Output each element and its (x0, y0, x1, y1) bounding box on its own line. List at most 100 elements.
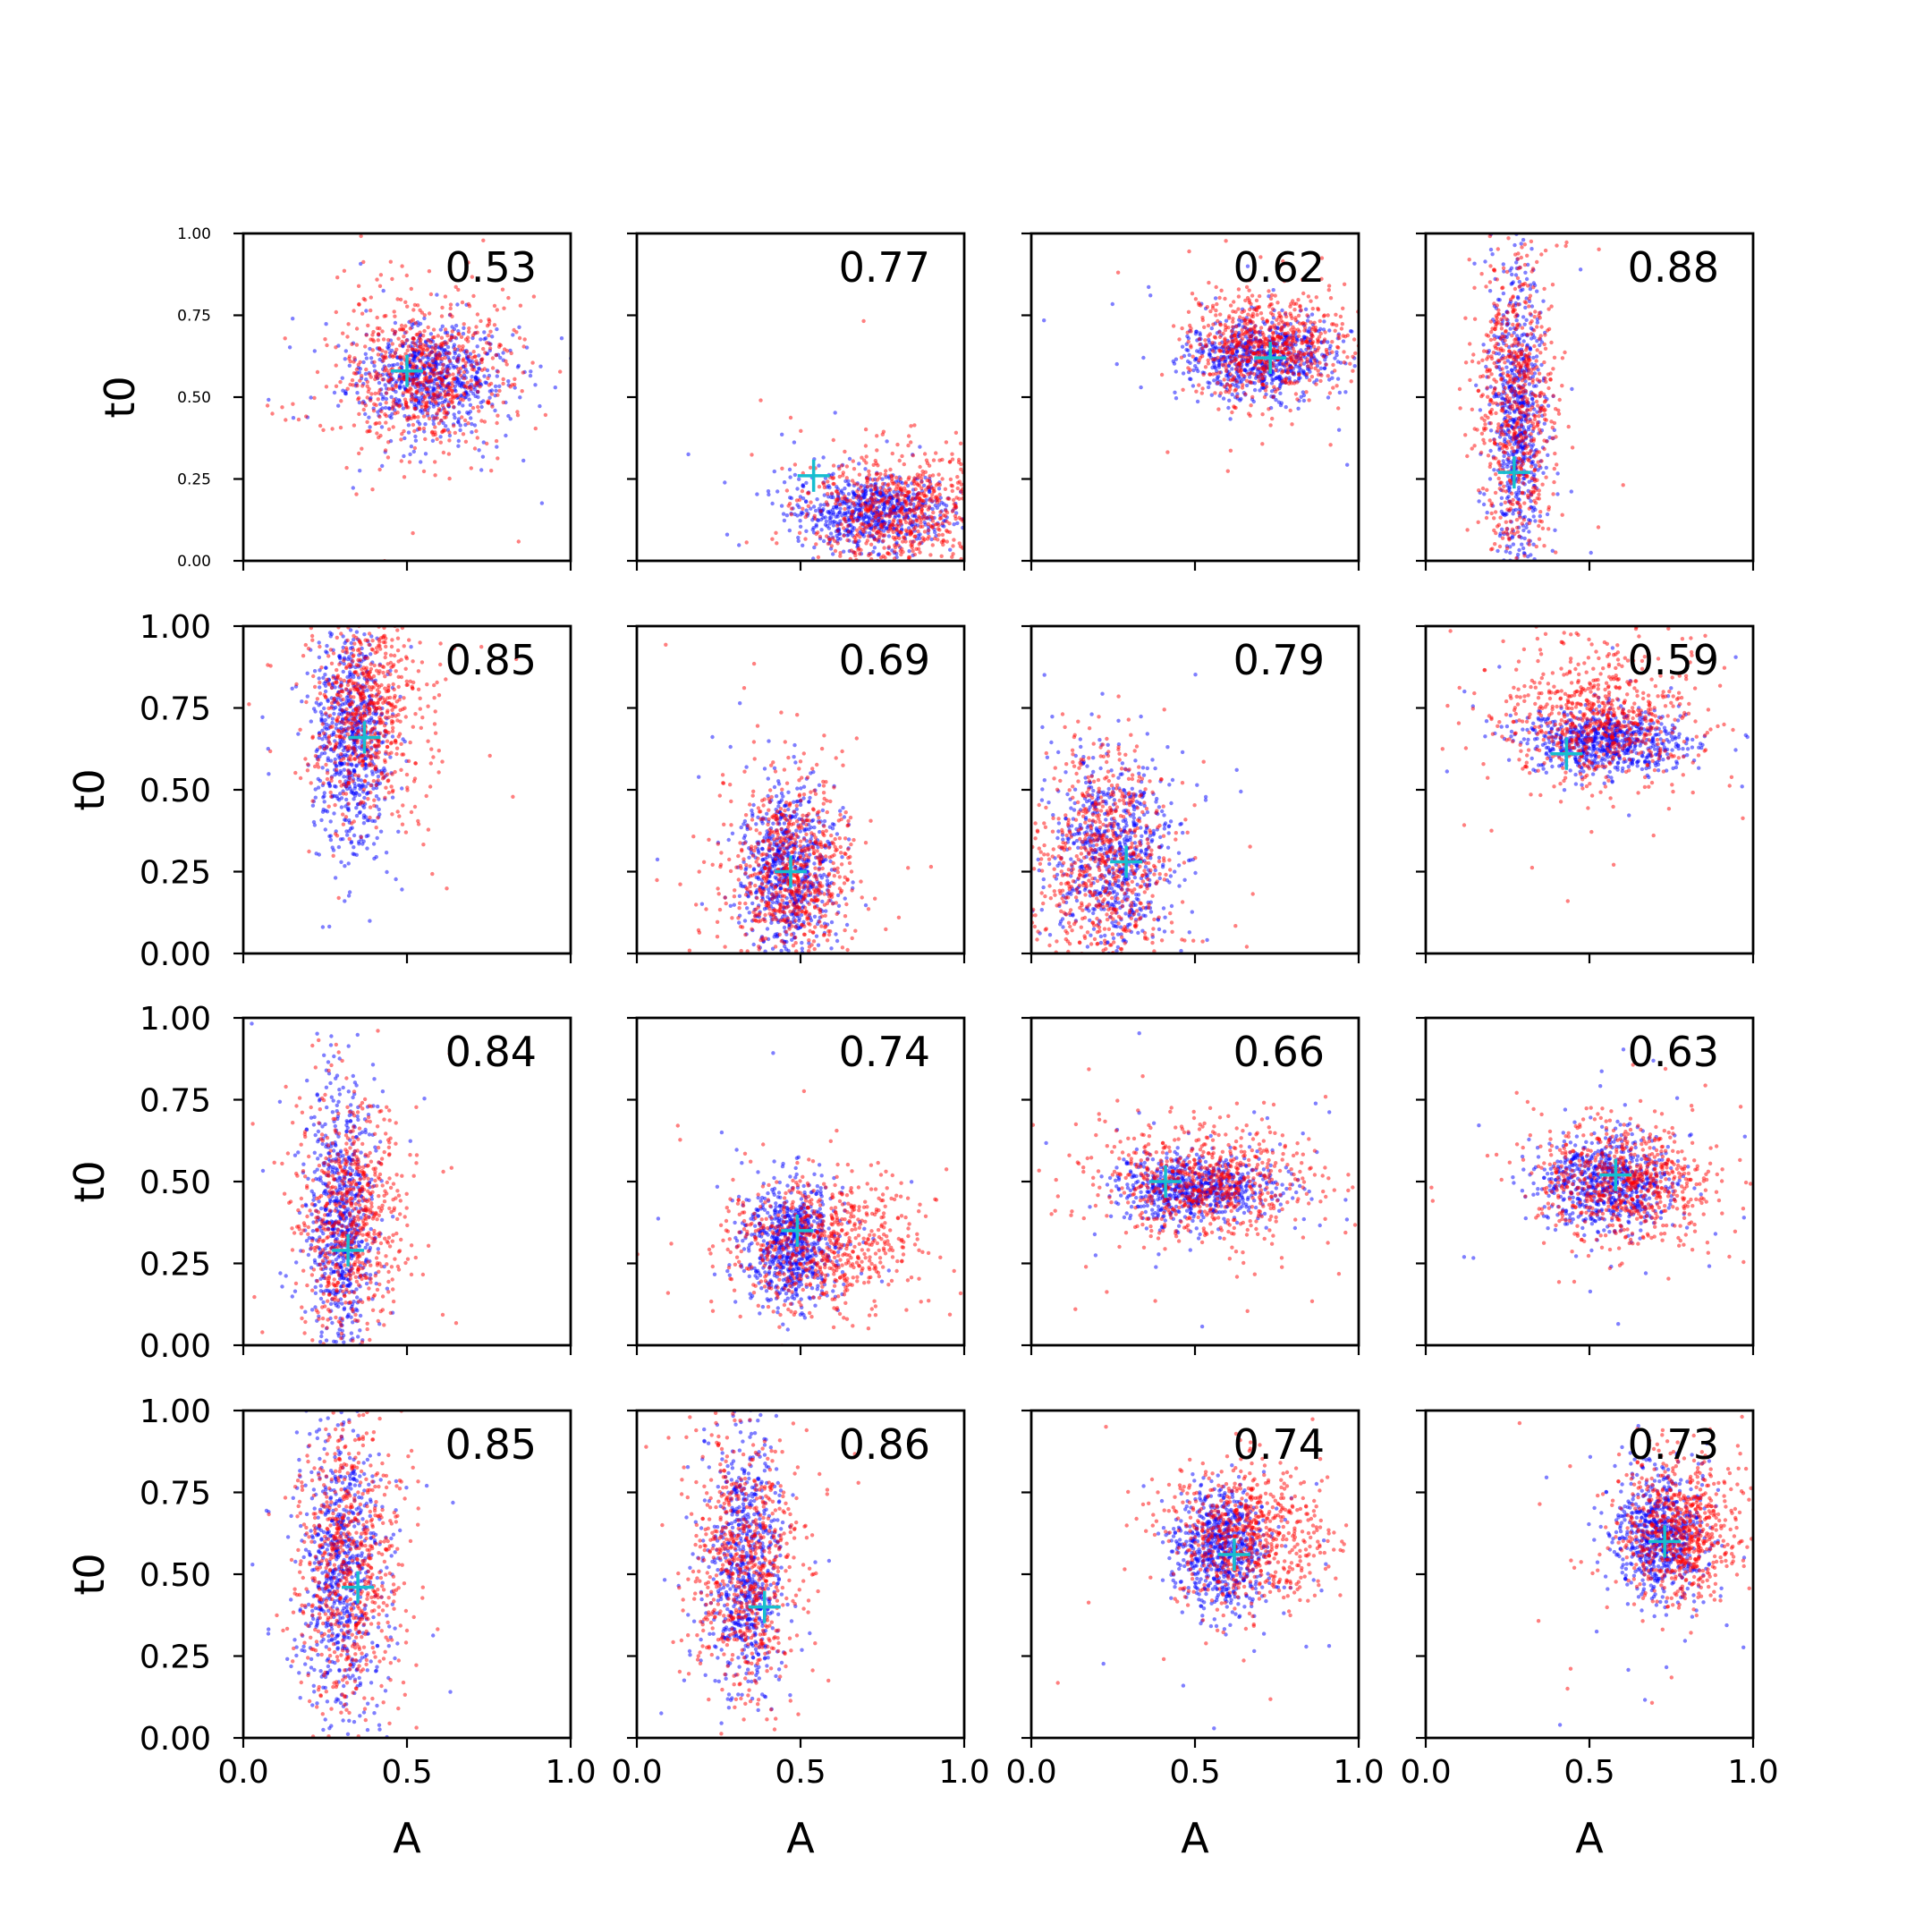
data-point-red (1246, 355, 1250, 360)
data-point-red (851, 520, 855, 524)
data-point-blue (1230, 367, 1234, 371)
data-point-blue (1531, 542, 1536, 547)
data-point-red (443, 327, 448, 332)
data-point-blue (465, 411, 470, 415)
data-point-blue (857, 462, 861, 466)
data-point-blue (1207, 352, 1212, 356)
data-point-red (919, 510, 924, 514)
data-point-red (447, 351, 452, 356)
data-point-red (1221, 331, 1225, 336)
data-point-blue (1271, 371, 1275, 377)
data-point-red (1310, 306, 1316, 311)
data-point-red (1233, 359, 1237, 363)
data-point-red (1062, 504, 1065, 508)
data-point-red (886, 567, 889, 571)
data-point-blue (427, 357, 431, 362)
data-point-red (859, 521, 864, 527)
data-point-blue (1191, 368, 1196, 373)
data-point-red (925, 515, 929, 521)
data-point-red (1255, 312, 1259, 318)
data-point-red (864, 454, 869, 459)
data-point-blue (809, 506, 813, 511)
data-point-red (407, 460, 412, 464)
data-point-red (357, 301, 361, 307)
data-point-red (1375, 344, 1378, 348)
data-point-blue (1555, 492, 1560, 496)
data-point-red (832, 481, 836, 487)
data-point-blue (1521, 339, 1526, 343)
data-point-red (1319, 276, 1324, 281)
data-point-red (397, 403, 402, 408)
data-point-blue (1544, 211, 1547, 215)
data-point-red (877, 518, 881, 523)
data-point-red (465, 380, 470, 385)
data-point-blue (469, 416, 473, 420)
data-point-red (1227, 314, 1232, 318)
data-point-red (1292, 308, 1297, 312)
data-point-red (521, 370, 525, 375)
data-point-red (1276, 315, 1282, 319)
data-point-blue (1491, 707, 1495, 710)
data-point-blue (465, 369, 470, 375)
data-point-red (1291, 346, 1295, 351)
data-point-red (859, 496, 863, 501)
data-point-blue (936, 487, 942, 491)
data-point-red (382, 314, 386, 318)
data-point-blue (1271, 316, 1276, 320)
data-point-red (339, 399, 343, 403)
data-point-red (869, 484, 874, 488)
data-point-blue (767, 492, 771, 497)
data-point-blue (1517, 547, 1521, 553)
data-point-blue (823, 515, 827, 520)
data-point-red (1218, 322, 1223, 326)
data-point-red (1000, 560, 1004, 564)
data-point-blue (933, 530, 937, 535)
data-point-red (479, 360, 484, 365)
data-point-red (399, 361, 404, 366)
data-point-red (462, 376, 467, 381)
data-point-red (1208, 309, 1213, 314)
data-point-blue (432, 381, 436, 386)
data-point-blue (1322, 366, 1327, 370)
data-point-blue (1541, 470, 1546, 475)
data-point-red (1253, 335, 1258, 340)
data-point-red (450, 329, 454, 334)
data-point-blue (887, 519, 892, 524)
data-point-blue (1277, 361, 1282, 366)
data-point-red (401, 341, 406, 346)
data-point-blue (343, 357, 347, 361)
data-point-red (1219, 288, 1224, 292)
data-point-blue (477, 448, 481, 453)
data-point-blue (1533, 463, 1538, 468)
data-point-red (1217, 342, 1222, 346)
data-point-red (1215, 301, 1219, 307)
data-point-red (1208, 332, 1213, 336)
data-point-red (447, 438, 452, 443)
data-point-red (826, 503, 830, 507)
data-point-red (820, 562, 824, 565)
data-point-red (430, 396, 435, 401)
data-point-red (417, 426, 421, 430)
data-point-red (943, 487, 948, 491)
data-point-red (467, 326, 471, 331)
data-point-blue (461, 403, 465, 408)
data-point-red (324, 385, 329, 389)
data-point-red (1197, 302, 1201, 307)
data-point-red (913, 487, 918, 492)
data-point-red (989, 528, 993, 531)
data-point-red (1230, 410, 1234, 415)
data-point-red (801, 506, 805, 511)
data-point-blue (1216, 365, 1222, 369)
data-point-red (923, 470, 928, 474)
data-point-blue (1530, 247, 1534, 251)
data-point-red (270, 411, 275, 416)
data-point-red (363, 344, 368, 349)
data-point-red (1305, 360, 1309, 364)
data-point-blue (1174, 396, 1179, 401)
data-point-blue (1509, 368, 1514, 372)
data-point-blue (1553, 528, 1557, 532)
data-point-red (374, 421, 379, 426)
data-point-red (800, 488, 805, 494)
data-point-red (1206, 358, 1210, 362)
data-point-red (1204, 343, 1208, 349)
